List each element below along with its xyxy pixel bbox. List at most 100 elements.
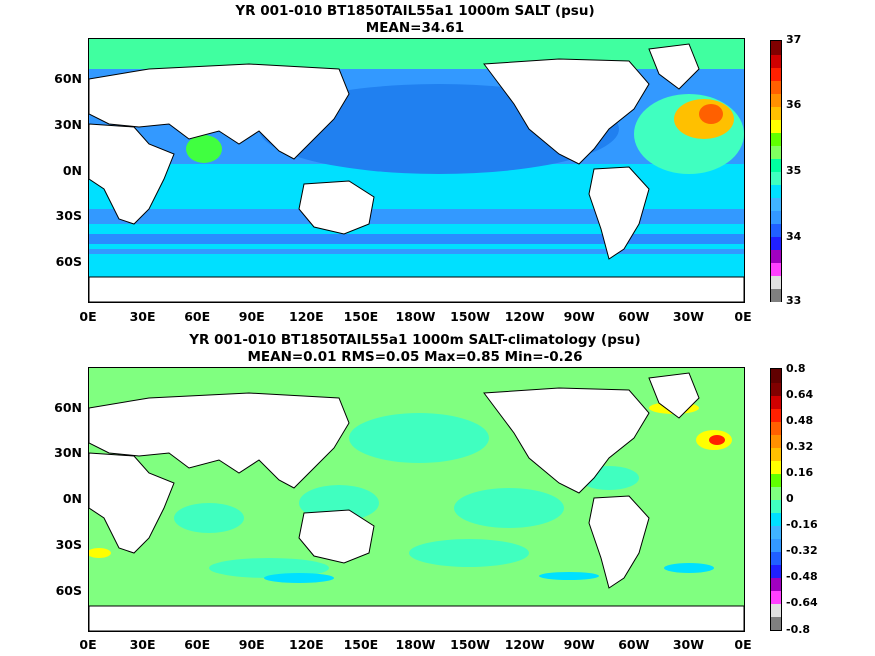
colorbar-segment [771, 67, 781, 81]
colorbar-segment [771, 551, 781, 566]
salt-anomaly-map [88, 367, 745, 632]
south-america-landmass [588, 166, 650, 260]
colorbar-segment [771, 197, 781, 211]
colorbar-segment [771, 382, 781, 396]
lon-label: 90W [563, 309, 595, 324]
lon-label: 90W [563, 637, 595, 652]
greenland-landmass [648, 43, 700, 90]
antarctica-landmass [89, 276, 744, 302]
colorbar-segment [771, 119, 781, 133]
lon-label: 120E [289, 309, 324, 324]
colorbar-segment [771, 41, 781, 55]
panel1-subtitle: MEAN=34.61 [365, 20, 465, 36]
southern-ocean-stripe [89, 234, 744, 244]
lat-label: 0N [62, 491, 82, 506]
colorbar-segment [771, 210, 781, 224]
colorbar-label: -0.64 [786, 596, 818, 609]
colorbar-label: 0.16 [786, 466, 814, 479]
salt-map-canvas [89, 39, 744, 302]
negative-patches [264, 563, 714, 583]
lon-label: 0E [734, 309, 752, 324]
lon-label: 60E [184, 637, 211, 652]
arctic-band [89, 39, 744, 69]
colorbar-segment [771, 236, 781, 250]
lon-label: 30E [129, 309, 156, 324]
colorbar-segment [771, 512, 781, 527]
lon-label: 150E [343, 309, 379, 324]
lat-label: 60N [54, 400, 82, 415]
lon-label: 0E [79, 309, 97, 324]
lon-label: 90E [238, 309, 265, 324]
colorbar-segment [771, 369, 781, 383]
colorbar-segment [771, 158, 781, 172]
colorbar-label: -0.48 [786, 570, 818, 583]
antarctica-landmass [89, 605, 744, 631]
colorbar-label: -0.16 [786, 518, 818, 531]
lat-label: 30S [55, 208, 82, 223]
colorbar-segment [771, 408, 781, 422]
colorbar-segment [771, 80, 781, 94]
lon-label: 120W [504, 637, 545, 652]
continents [89, 372, 744, 631]
lon-label: 150E [343, 637, 379, 652]
lat-label: 60S [55, 583, 82, 598]
salt-map [88, 38, 745, 303]
colorbar-segment [771, 249, 781, 263]
colorbar-segment [771, 106, 781, 120]
colorbar-label: 0.8 [786, 362, 806, 375]
colorbar-segment [771, 288, 781, 302]
colorbar-segment [771, 538, 781, 553]
lon-label: 150W [450, 637, 491, 652]
panel1-title: YR 001-010 BT1850TAIL55a1 1000m SALT (ps… [235, 3, 595, 19]
colorbar-segment [771, 54, 781, 68]
colorbar-label: 34 [786, 230, 802, 243]
colorbar-segment [771, 486, 781, 500]
colorbar-segment [771, 262, 781, 276]
colorbar-segment [771, 525, 781, 540]
lat-label: 0N [62, 163, 82, 178]
colorbar-segment [771, 590, 781, 605]
colorbar-label: 37 [786, 33, 802, 46]
lon-label: 150W [450, 309, 491, 324]
anomaly-colorbar [770, 368, 782, 631]
anomaly-max [709, 435, 725, 445]
africa-landmass [89, 452, 175, 554]
colorbar-label: 35 [786, 164, 802, 177]
colorbar-segment [771, 473, 781, 487]
lat-label: 60N [54, 71, 82, 86]
north-america-landmass [483, 387, 650, 494]
lon-label: 120E [289, 637, 324, 652]
lon-label: 120W [504, 309, 545, 324]
colorbar-segment [771, 499, 781, 514]
greenland-landmass [648, 372, 700, 419]
australia-landmass [298, 509, 375, 564]
panel2-title: YR 001-010 BT1850TAIL55a1 1000m SALT-cli… [189, 332, 641, 348]
salt-colorbar [770, 40, 782, 302]
colorbar-label: 0.48 [786, 414, 814, 427]
colorbar-segment [771, 171, 781, 185]
colorbar-segment [771, 564, 781, 579]
lon-label: 0E [79, 637, 97, 652]
colorbar-segment [771, 184, 781, 198]
africa-landmass [89, 123, 175, 225]
continents [89, 43, 744, 302]
lat-label: 30N [54, 445, 82, 460]
lat-label: 30S [55, 537, 82, 552]
colorbar-segment [771, 132, 781, 146]
colorbar-label: 0.64 [786, 388, 814, 401]
lon-label: 30E [129, 637, 156, 652]
lon-label: 180W [395, 637, 436, 652]
mediterranean-outflow-core [699, 104, 723, 124]
colorbar-label: -0.8 [786, 623, 811, 636]
arabian-sea [186, 135, 222, 163]
lat-label: 60S [55, 254, 82, 269]
lon-label: 60E [184, 309, 211, 324]
colorbar-segment [771, 447, 781, 461]
colorbar-segment [771, 434, 781, 448]
colorbar-segment [771, 421, 781, 435]
colorbar-label: -0.32 [786, 544, 818, 557]
australia-landmass [298, 180, 375, 235]
lon-label: 90E [238, 637, 265, 652]
lat-label: 30N [54, 117, 82, 132]
colorbar-segment [771, 603, 781, 618]
